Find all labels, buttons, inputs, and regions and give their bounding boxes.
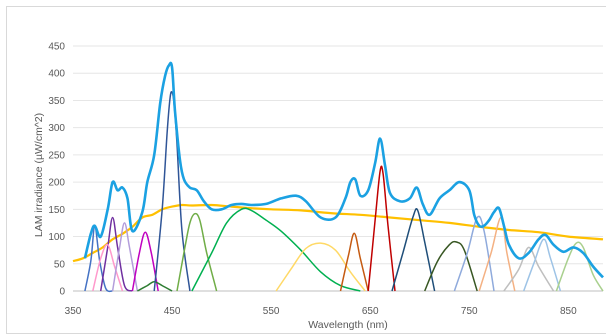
series-line [99,216,133,292]
x-tick-label: 850 [560,306,577,317]
x-tick-label: 450 [164,306,181,317]
series-line [111,222,139,292]
y-axis-label: LAM irradiance (µW/cm^2) [33,113,45,237]
y-tick-label: 300 [48,123,65,134]
y-tick-label: 150 [48,205,65,216]
chart-frame [6,6,606,334]
y-tick-label: 400 [48,69,65,80]
y-tick-label: 200 [48,178,65,189]
series-line [424,240,478,292]
series-line [72,203,604,263]
y-tick-label: 100 [48,232,65,243]
y-tick-labels: 0 50 100 150 200 250 300 350 400 450 [48,42,65,298]
series-line [555,241,604,292]
series-line [339,232,369,292]
series-layer [72,61,604,293]
gridlines [73,45,603,292]
x-tick-label: 750 [461,306,478,317]
x-tick-label: 650 [362,306,379,317]
total-series-line [83,61,604,279]
series-line [191,207,361,292]
series-line [131,231,159,292]
x-tick-label: 550 [263,306,280,317]
x-axis-label: Wavelength (nm) [308,319,388,331]
series-line [478,216,516,292]
y-tick-label: 450 [48,42,65,53]
series-line [275,242,366,292]
series-line [503,246,555,292]
x-tick-labels: 350 450 550 650 750 850 [65,306,577,317]
y-tick-label: 350 [48,96,65,107]
series-line [92,243,124,292]
series-line [453,215,495,292]
y-tick-label: 50 [54,259,66,270]
y-tick-label: 250 [48,150,65,161]
series-line [153,91,191,292]
series-line [137,280,173,292]
y-tick-label: 0 [59,287,65,298]
series-line [367,165,396,292]
series-line [176,212,218,292]
x-tick-label: 350 [65,306,82,317]
series-line [84,226,113,293]
series-line [391,208,436,292]
series-line [522,238,562,292]
